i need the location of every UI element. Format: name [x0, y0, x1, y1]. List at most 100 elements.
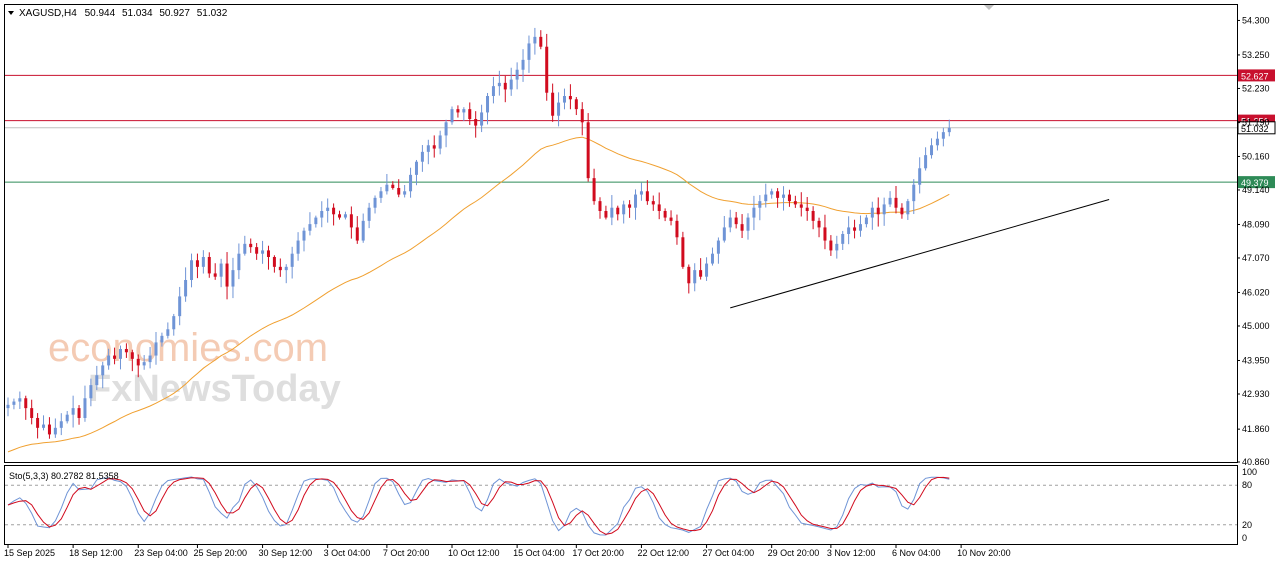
candle-body — [894, 197, 898, 208]
candle-body — [657, 204, 661, 211]
ma-line — [7, 136, 950, 453]
symbol-label: XAGUSD,H4 — [19, 8, 77, 19]
time-tick-label: 7 Oct 20:00 — [383, 548, 430, 558]
time-tick-label: 22 Oct 12:00 — [637, 548, 689, 558]
time-tick-label: 10 Nov 20:00 — [957, 548, 1011, 558]
candle-body — [539, 36, 543, 47]
price-tick-label: 53.250 — [1242, 50, 1270, 60]
candle-body — [645, 191, 649, 202]
candle-body — [343, 214, 347, 218]
candle-body — [527, 43, 531, 60]
price-tick-label: 48.090 — [1242, 219, 1270, 229]
symbol-dropdown-icon[interactable] — [8, 11, 14, 15]
stoch-tick-label: 80 — [1242, 480, 1252, 490]
candle-body — [130, 352, 134, 359]
price-tick-label: 45.000 — [1242, 321, 1270, 331]
candle-body — [468, 109, 472, 120]
candle-body — [219, 263, 223, 277]
close-value: 51.032 — [197, 8, 228, 19]
candle-body — [557, 102, 561, 116]
candle-body — [639, 191, 643, 195]
time-axis: 15 Sep 2025 18 Sep 12:00 23 Sep 04:00 25 Se… — [4, 544, 1011, 558]
candle-body — [320, 210, 324, 218]
time-tick-label: 15 Oct 04:00 — [513, 548, 565, 558]
price-tick-label: 46.020 — [1242, 287, 1270, 297]
level-tag-label-0: 52.627 — [1241, 71, 1269, 81]
candle-body — [876, 207, 880, 215]
candle-body — [681, 237, 685, 267]
candle-body — [77, 408, 81, 418]
candle-body — [361, 220, 365, 241]
candle-body — [432, 145, 436, 149]
candle-body — [65, 414, 69, 422]
candle-body — [598, 201, 602, 211]
candle-body — [314, 217, 318, 225]
candle-body — [687, 266, 691, 284]
candle-body — [912, 184, 916, 202]
candle-body — [178, 296, 182, 317]
candle-body — [900, 207, 904, 215]
candle-body — [272, 256, 276, 267]
candle-body — [456, 109, 460, 113]
candle-body — [515, 69, 519, 80]
candle-body — [42, 424, 46, 428]
candle-body — [266, 250, 270, 257]
candle-body — [568, 96, 572, 100]
level-tag-label-2: 49.379 — [1241, 178, 1269, 188]
candlesticks — [6, 27, 951, 439]
candle-body — [195, 260, 199, 267]
time-tick-label: 29 Oct 20:00 — [768, 548, 820, 558]
candle-body — [491, 86, 495, 97]
time-tick-label: 3 Nov 12:00 — [827, 548, 876, 558]
stoch-tick-label: 20 — [1242, 520, 1252, 530]
price-axis: 52.62751.25149.37951.03254.30053.25052.2… — [1237, 15, 1276, 467]
candle-body — [799, 204, 803, 208]
candle-body — [545, 46, 549, 93]
candle-body — [414, 161, 418, 175]
moving-average — [7, 136, 950, 453]
candle-body — [308, 224, 312, 231]
candle-body — [930, 145, 934, 156]
candle-body — [450, 109, 454, 123]
candle-body — [243, 243, 247, 254]
time-tick-label: 3 Oct 04:00 — [324, 548, 371, 558]
candle-body — [870, 207, 874, 218]
candle-body — [847, 227, 851, 234]
candle-body — [509, 79, 513, 90]
candle-body — [616, 207, 620, 215]
candle-body — [782, 194, 786, 198]
current-price-label: 51.032 — [1241, 124, 1269, 134]
time-tick-label: 15 Sep 2025 — [4, 548, 55, 558]
candle-body — [722, 227, 726, 241]
candle-body — [409, 174, 413, 192]
candle-body — [83, 398, 87, 418]
candle-body — [841, 233, 845, 244]
candle-body — [213, 273, 217, 277]
price-tick-label: 52.230 — [1242, 83, 1270, 93]
candle-body — [124, 348, 128, 353]
candle-body — [302, 230, 306, 241]
candle-body — [486, 96, 490, 113]
candle-body — [12, 401, 16, 405]
current-price-tag — [1237, 121, 1276, 135]
candle-body — [716, 240, 720, 254]
candle-body — [142, 362, 146, 366]
candle-body — [728, 217, 732, 228]
candle-body — [284, 266, 288, 271]
chart-shift-marker-icon[interactable] — [984, 5, 994, 10]
candle-body — [610, 207, 614, 218]
candle-body — [622, 204, 626, 215]
candle-body — [47, 424, 51, 435]
candle-body — [18, 398, 22, 402]
horizontal-levels — [5, 74, 1237, 183]
stochastic-label: Sto(5,3,3) 80.2782 81.5358 — [9, 471, 119, 481]
stochastic-oscillator: 100 80 20 0 — [5, 467, 1257, 543]
candle-body — [770, 191, 774, 195]
candle-body — [675, 220, 679, 238]
candle-body — [166, 329, 170, 336]
candle-body — [705, 263, 709, 277]
candle-body — [693, 270, 697, 284]
candle-body — [734, 217, 738, 225]
candle-body — [338, 214, 342, 218]
